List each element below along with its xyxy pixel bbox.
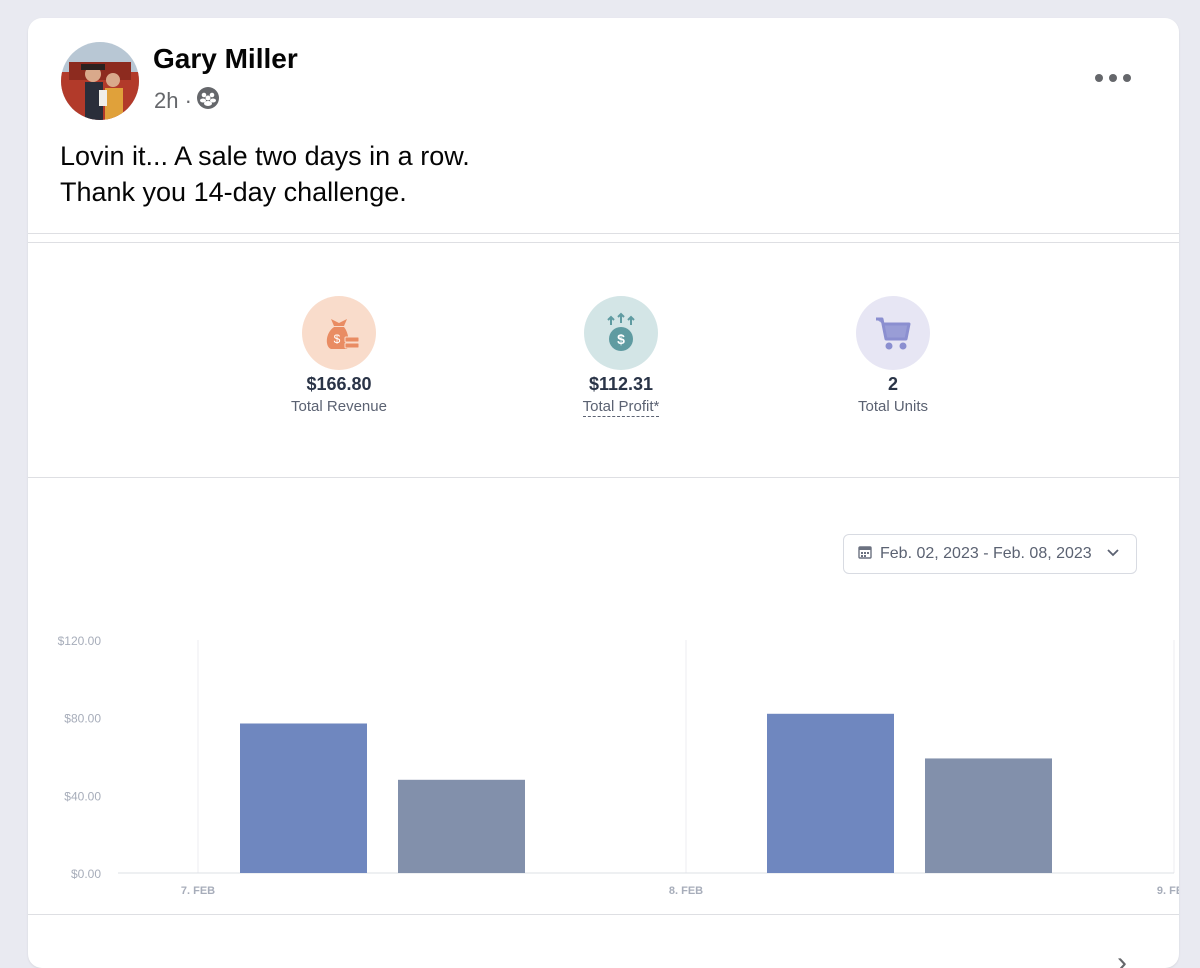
x-tick-label: 9. FEB bbox=[1157, 885, 1179, 897]
bar bbox=[767, 713, 894, 873]
stat-total-profit: $ $112.31 Total Profit* bbox=[521, 296, 721, 417]
stat-total-revenue: $ $166.80 Total Revenue bbox=[239, 296, 439, 415]
svg-text:$: $ bbox=[334, 332, 341, 346]
post-text: Lovin it... A sale two days in a row. Th… bbox=[60, 138, 470, 210]
divider bbox=[28, 242, 1179, 243]
stat-label[interactable]: Total Profit* bbox=[521, 398, 721, 417]
chevron-down-icon bbox=[1106, 545, 1120, 563]
post-text-line: Thank you 14-day challenge. bbox=[60, 177, 407, 207]
stat-label: Total Units bbox=[857, 398, 929, 415]
avatar[interactable] bbox=[61, 42, 139, 120]
svg-text:$: $ bbox=[617, 331, 625, 347]
divider bbox=[28, 477, 1179, 478]
dot-icon bbox=[1123, 74, 1131, 82]
group-privacy-icon bbox=[196, 86, 220, 116]
money-bag-icon: $ bbox=[302, 296, 376, 370]
bar bbox=[398, 779, 525, 873]
stat-value: $166.80 bbox=[306, 374, 372, 394]
stat-value: 2 bbox=[887, 374, 898, 394]
y-tick-label: $0.00 bbox=[71, 867, 101, 881]
dot-icon bbox=[1095, 74, 1103, 82]
post-author[interactable]: Gary Miller bbox=[153, 43, 298, 74]
divider bbox=[28, 914, 1179, 915]
x-tick-label: 7. FEB bbox=[181, 885, 215, 897]
y-tick-label: $40.00 bbox=[64, 789, 101, 803]
x-tick-label: 8. FEB bbox=[669, 885, 703, 897]
stat-label: Total Revenue bbox=[291, 398, 387, 415]
date-range-picker[interactable]: Feb. 02, 2023 - Feb. 08, 2023 bbox=[843, 534, 1137, 574]
revenue-bar-chart: $0.00 $40.00 $80.00 $120.00 7. FEB 8. FEB 9. F… bbox=[58, 634, 1179, 897]
shopping-cart-icon bbox=[856, 296, 930, 370]
more-options-button[interactable] bbox=[1095, 68, 1131, 88]
y-tick-label: $80.00 bbox=[64, 712, 101, 726]
y-tick-label: $120.00 bbox=[58, 634, 102, 648]
post-time[interactable]: 2h · bbox=[154, 88, 192, 113]
stat-total-units: 2 Total Units bbox=[793, 296, 993, 415]
profit-dollar-icon: $ bbox=[584, 296, 658, 370]
bar bbox=[240, 723, 367, 873]
stat-value: $112.31 bbox=[588, 374, 654, 394]
chevron-right-icon[interactable]: › bbox=[1117, 946, 1127, 968]
dot-icon bbox=[1109, 74, 1117, 82]
profit-label-text[interactable]: Total Profit* bbox=[582, 398, 660, 417]
post-text-line: Lovin it... A sale two days in a row. bbox=[60, 141, 470, 171]
date-range-text: Feb. 02, 2023 - Feb. 08, 2023 bbox=[880, 545, 1092, 562]
bar bbox=[925, 758, 1052, 873]
post-card: Gary Miller 2h · Lovin it... A sale two … bbox=[28, 18, 1179, 968]
post-meta: 2h · bbox=[154, 86, 220, 116]
calendar-icon bbox=[858, 545, 872, 564]
divider bbox=[28, 233, 1179, 234]
